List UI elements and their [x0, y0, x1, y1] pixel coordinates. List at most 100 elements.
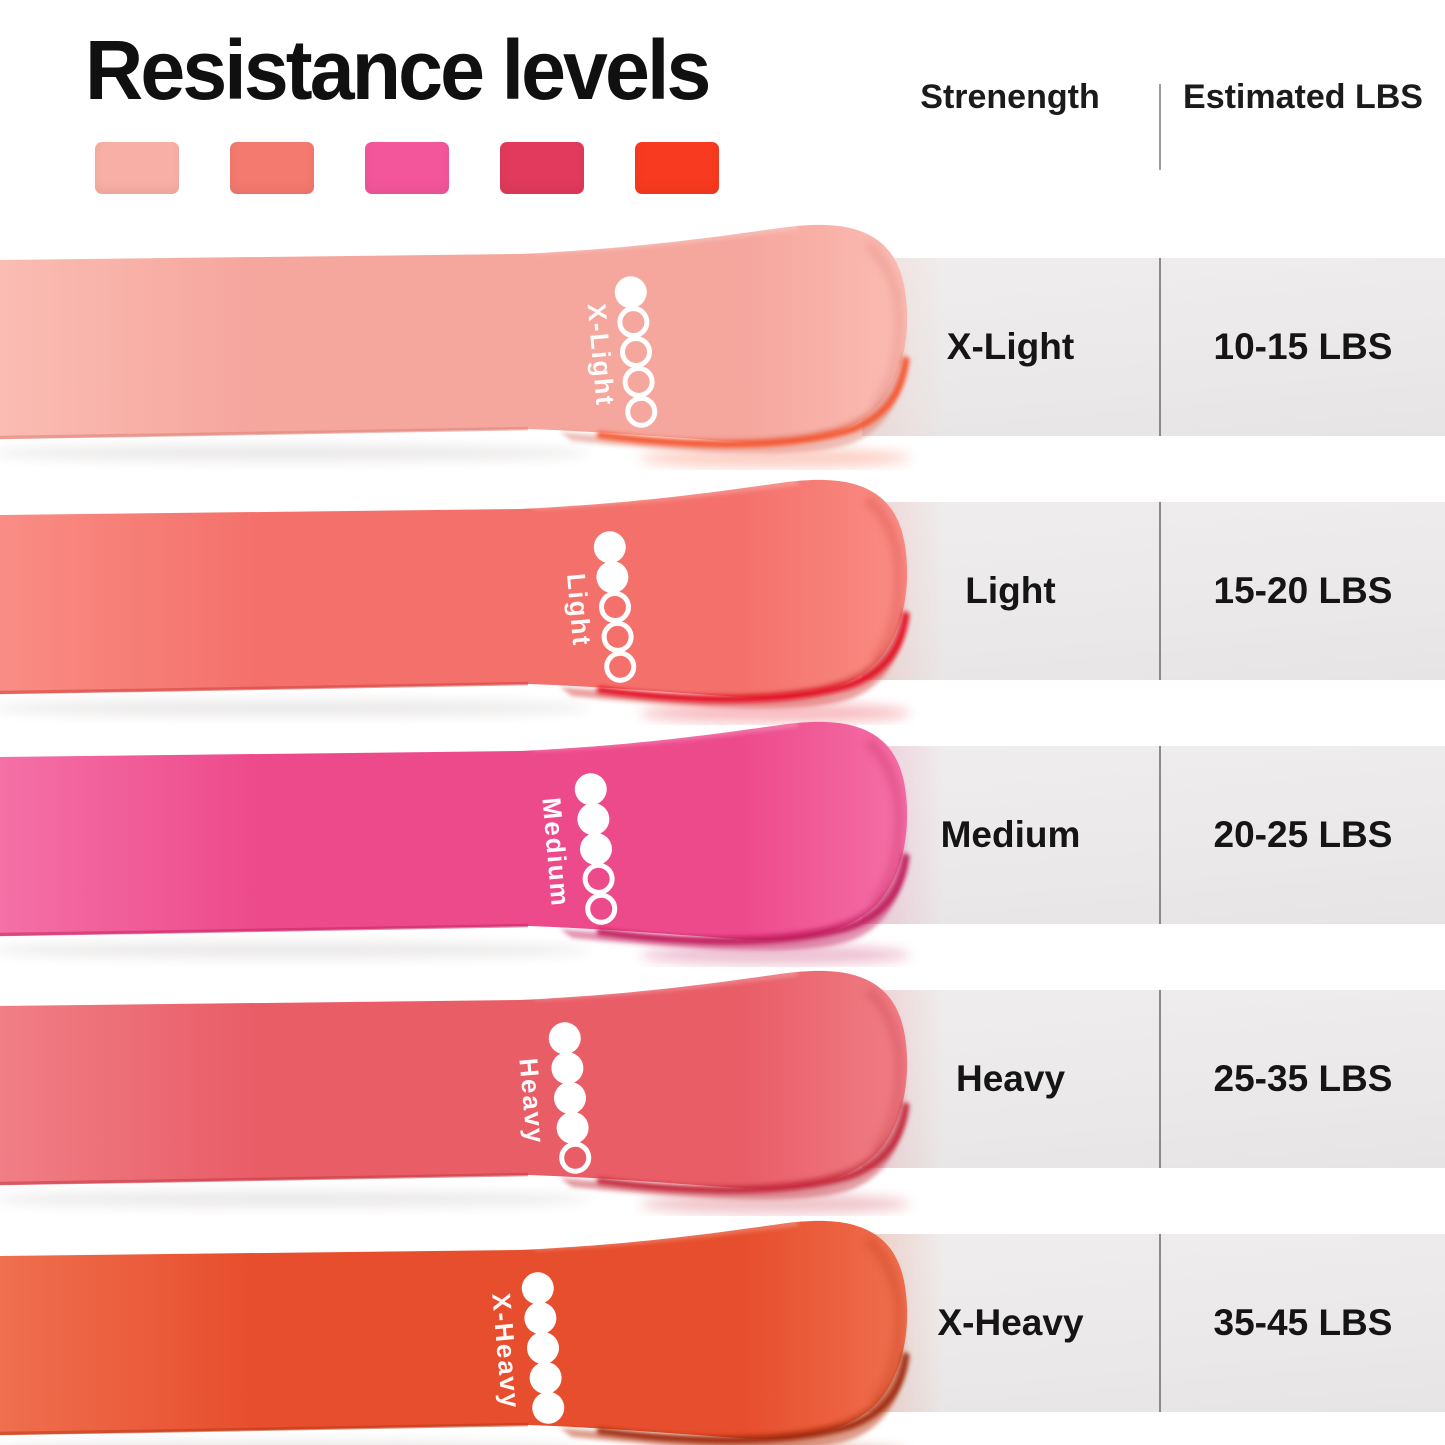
lbs-cell: 10-15 LBS — [1213, 326, 1393, 367]
band-fold-glow — [640, 1194, 910, 1214]
level-dot-empty — [625, 395, 658, 428]
level-dot-filled — [580, 833, 612, 865]
column-header-strength: Strenength — [920, 78, 1100, 116]
band-marking: Heavy — [513, 1022, 592, 1174]
band-label: Light — [561, 572, 597, 648]
table-row: X-Light 10-15 LBS — [862, 258, 1445, 436]
color-swatch-x-light — [95, 142, 179, 194]
band-fold-shade — [560, 1344, 904, 1445]
color-swatch-x-heavy — [635, 142, 719, 194]
band-top-sheen — [534, 1220, 799, 1251]
lbs-cell: 25-35 LBS — [1213, 1058, 1393, 1099]
band-bottom-edge — [0, 923, 529, 937]
level-dot-empty — [585, 892, 618, 925]
band-bottom-rim — [596, 356, 910, 448]
level-dot-filled — [527, 1332, 559, 1364]
band-bottom-rim — [596, 853, 910, 945]
header-column-divider — [1159, 84, 1161, 170]
column-divider — [1159, 990, 1161, 1168]
table-row: X-Heavy 35-45 LBS — [862, 1234, 1445, 1412]
strength-cell: X-Light — [946, 326, 1075, 367]
column-divider — [1159, 746, 1161, 924]
page-title: Resistance levels — [85, 23, 711, 117]
band-body — [0, 721, 908, 941]
band-ground-shadow — [0, 700, 590, 716]
band-ground-shadow — [0, 942, 590, 958]
level-dot-empty — [559, 1141, 592, 1174]
level-dot-filled — [548, 1022, 581, 1055]
level-dot-empty — [622, 365, 655, 398]
level-dot-filled — [596, 561, 629, 594]
band-fold-shade — [560, 603, 904, 709]
color-swatch-light — [230, 142, 314, 194]
lbs-cell: 15-20 LBS — [1213, 570, 1393, 611]
column-divider — [1159, 502, 1161, 680]
band-bottom-rim — [596, 1102, 910, 1194]
resistance-band-heavy: Heavy — [0, 970, 910, 1214]
band-fold-glow — [640, 448, 910, 468]
band-fold-shade — [560, 1094, 904, 1200]
band-body — [0, 970, 908, 1190]
table-row: Light 15-20 LBS — [862, 502, 1445, 680]
band-fold-shade — [560, 845, 904, 951]
band-top-sheen — [534, 224, 799, 255]
band-bottom-edge — [0, 1172, 529, 1186]
band-marking: Light — [561, 531, 637, 683]
band-fold-glow — [640, 945, 910, 965]
band-curl-shade — [864, 1236, 905, 1406]
level-dot-filled — [574, 773, 607, 806]
lbs-cell: 20-25 LBS — [1213, 814, 1393, 855]
band-bottom-edge — [0, 1422, 529, 1436]
level-dot-empty — [599, 591, 631, 623]
level-dot-filled — [614, 276, 647, 309]
band-fold-shade — [560, 348, 904, 454]
color-swatch-medium — [365, 142, 449, 194]
band-body — [0, 1220, 908, 1440]
table-row: Medium 20-25 LBS — [862, 746, 1445, 924]
level-dot-filled — [529, 1361, 562, 1394]
resistance-band-light: Light — [0, 479, 910, 723]
band-bottom-rim — [596, 611, 910, 703]
column-divider — [1159, 1234, 1161, 1412]
band-curl-shade — [864, 495, 905, 665]
resistance-band-medium: Medium — [0, 721, 910, 965]
strength-cell: X-Heavy — [937, 1302, 1084, 1343]
lbs-cell: 35-45 LBS — [1213, 1302, 1393, 1343]
level-dot-filled — [532, 1391, 565, 1424]
level-dot-filled — [521, 1272, 554, 1305]
level-dot-filled — [577, 803, 610, 836]
resistance-band-x-heavy: X-Heavy — [0, 1220, 910, 1445]
level-dot-filled — [554, 1082, 586, 1114]
band-ground-shadow — [0, 1191, 590, 1207]
level-dot-empty — [601, 620, 634, 653]
table-row: Heavy 25-35 LBS — [862, 990, 1445, 1168]
band-curl-shade — [864, 240, 905, 410]
strength-cell: Medium — [940, 814, 1081, 855]
band-body — [0, 479, 908, 699]
level-dot-filled — [593, 531, 626, 564]
level-dot-filled — [551, 1052, 584, 1085]
band-bottom-edge — [0, 426, 529, 440]
level-dot-empty — [620, 336, 652, 368]
band-ground-shadow — [30, 1441, 550, 1445]
band-fold-glow — [640, 703, 910, 723]
strength-cell: Light — [965, 570, 1056, 611]
legend-swatches — [95, 142, 719, 194]
strength-cell: Heavy — [955, 1058, 1066, 1099]
band-body — [0, 224, 908, 444]
level-dot-empty — [582, 862, 615, 895]
band-curl-shade — [864, 986, 905, 1156]
band-top-sheen — [534, 721, 799, 752]
band-curl-shade — [864, 737, 905, 907]
column-header-estimated-lbs: Estimated LBS — [1183, 78, 1423, 116]
band-bottom-edge — [0, 681, 529, 695]
color-swatch-heavy — [500, 142, 584, 194]
resistance-band-x-light: X-Light — [0, 224, 910, 468]
band-top-sheen — [534, 970, 799, 1001]
level-dot-filled — [524, 1302, 557, 1335]
column-divider — [1159, 258, 1161, 436]
band-bottom-rim — [596, 1352, 910, 1444]
level-dot-empty — [604, 650, 637, 683]
band-ground-shadow — [0, 445, 590, 461]
